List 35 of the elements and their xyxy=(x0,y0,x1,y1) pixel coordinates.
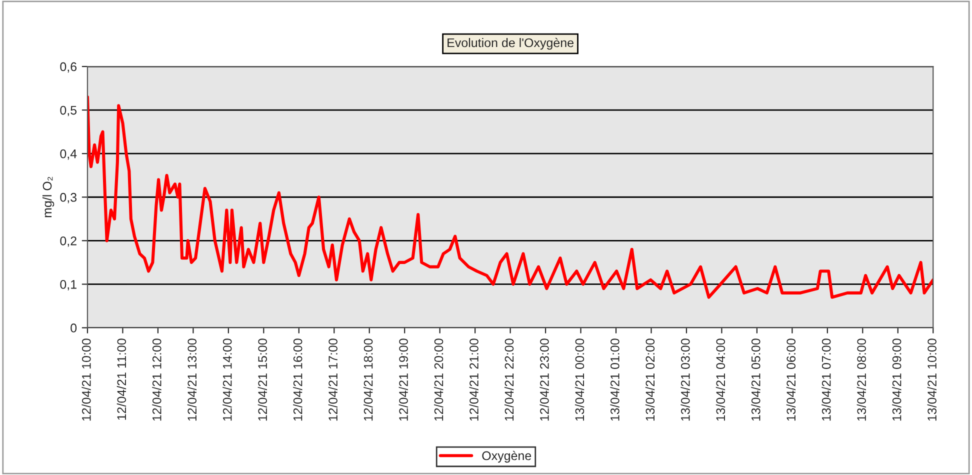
y-tick-label: 0,4 xyxy=(60,149,77,160)
x-tick-label: 12/04/21 22:00 xyxy=(504,338,514,421)
y-axis-title: mg/l O₂ xyxy=(42,176,54,218)
y-tick-label: 0,2 xyxy=(60,236,76,247)
x-tick-label: 13/04/21 05:00 xyxy=(751,338,760,421)
y-tick-label: 0,5 xyxy=(60,106,77,116)
y-tick-label: 0,3 xyxy=(60,192,77,204)
x-tick-label: 13/04/21 00:00 xyxy=(574,338,584,421)
y-tick-label: 0,1 xyxy=(60,280,76,290)
x-tick-label: 12/04/21 12:00 xyxy=(152,338,162,421)
x-tick-label: 12/04/21 20:00 xyxy=(434,338,444,421)
x-tick-label: 13/04/21 04:00 xyxy=(716,338,726,421)
x-tick-label: 13/04/21 06:00 xyxy=(786,338,796,421)
x-tick-label: 12/04/21 17:00 xyxy=(328,338,338,421)
x-tick-label: 13/04/21 01:00 xyxy=(610,338,620,421)
legend-label: Oxygène xyxy=(482,450,532,463)
chart-title: Evolution de l'Oxygène xyxy=(448,38,574,50)
y-tick-label: 0 xyxy=(70,324,77,332)
x-tick-label: 12/04/21 10:00 xyxy=(82,338,91,421)
x-tick-label: 12/04/21 14:00 xyxy=(222,338,232,421)
x-tick-label: 13/04/21 07:00 xyxy=(822,338,831,421)
x-tick-label: 12/04/21 16:00 xyxy=(293,338,302,421)
x-tick-label: 13/04/21 02:00 xyxy=(645,338,655,421)
x-tick-label: 13/04/21 09:00 xyxy=(892,338,902,421)
x-tick-label: 12/04/21 23:00 xyxy=(540,338,549,421)
x-tick-label: 12/04/21 15:00 xyxy=(258,338,268,421)
x-tick-label: 13/04/21 10:00 xyxy=(927,338,936,421)
x-tick-label: 13/04/21 08:00 xyxy=(856,338,866,421)
x-tick-label: 12/04/21 21:00 xyxy=(469,338,478,421)
x-tick-label: 12/04/21 13:00 xyxy=(187,338,197,421)
x-tick-label: 12/04/21 18:00 xyxy=(364,338,373,421)
x-tick-label: 13/04/21 03:00 xyxy=(680,338,690,421)
y-tick-label: 0,6 xyxy=(60,62,77,73)
x-tick-label: 12/04/21 11:00 xyxy=(116,338,126,420)
x-tick-label: 12/04/21 19:00 xyxy=(398,338,408,421)
